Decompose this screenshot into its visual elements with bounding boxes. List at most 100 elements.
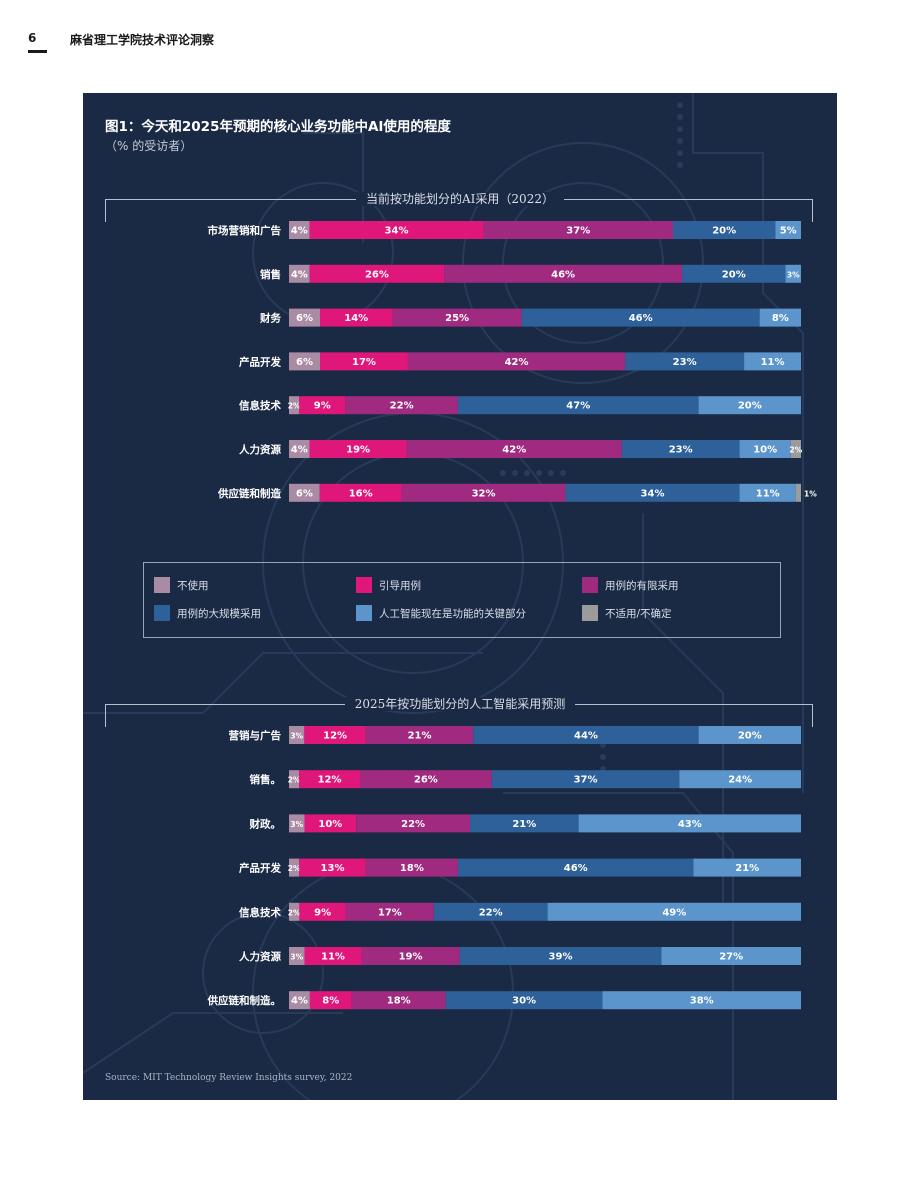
- chart2-bar-segment-pilot: [304, 814, 357, 833]
- chart2-bar-segment-large-scale: [491, 770, 680, 789]
- legend-swatch-na: [582, 605, 598, 621]
- chart1-data-label: 19%: [346, 445, 370, 456]
- chart2-title-text: 2025年按功能划分的人工智能采用预测: [344, 697, 576, 711]
- chart1-category-label: 信息技术: [239, 399, 281, 412]
- chart1-bar-segment-not-use: [289, 396, 300, 415]
- chart1-data-label: 6%: [296, 313, 313, 324]
- legend-label-not-use: 不使用: [177, 579, 209, 592]
- chart2-category-label: 销售。: [250, 773, 282, 786]
- chart1-data-label: 6%: [296, 488, 313, 499]
- chart2-data-label: 2%: [288, 864, 301, 873]
- chart1-bar-segment-critical: [759, 308, 801, 327]
- chart1-bar-segment-pilot: [299, 396, 346, 415]
- chart2-title: 2025年按功能划分的人工智能采用预测: [83, 695, 837, 712]
- chart2-bar-segment-pilot: [299, 858, 366, 877]
- legend-item-limited: 用例的有限采用: [582, 577, 679, 593]
- chart2-bar-segment-critical: [698, 726, 801, 744]
- chart1-bar-segment-critical: [739, 440, 791, 458]
- chart1-bar-segment-limited: [407, 352, 626, 371]
- chart1-bar-segment-not-use: [289, 352, 321, 371]
- chart2-data-label: 27%: [719, 952, 743, 963]
- chart2-bar-segment-critical: [602, 991, 801, 1010]
- chart2-bar-segment-large-scale: [459, 947, 662, 965]
- chart1-bar-segment-large-scale: [521, 308, 760, 327]
- chart1-data-label: 8%: [772, 313, 789, 324]
- chart2-data-label: 9%: [314, 907, 331, 918]
- chart1-data-label: 2%: [288, 402, 301, 411]
- chart2-bar-segment-pilot: [304, 947, 362, 965]
- legend-swatch-pilot: [356, 577, 372, 593]
- chart2-data-label: 3%: [290, 953, 303, 962]
- legend-item-critical: 人工智能现在是功能的关键部分: [356, 605, 526, 621]
- chart1-bar-segment-large-scale: [457, 396, 699, 415]
- legend-label-pilot: 引导用例: [379, 579, 421, 592]
- chart2-category-label: 人力资源: [239, 950, 281, 963]
- chart2-data-label: 43%: [678, 819, 702, 830]
- chart2-data-label: 21%: [735, 863, 759, 874]
- chart1-bar-segment-limited: [345, 396, 458, 415]
- chart1-category-label: 产品开发: [239, 355, 281, 368]
- chart2-bar-segment-large-scale: [445, 991, 603, 1010]
- chart1-data-label: 5%: [780, 226, 797, 237]
- chart1-data-label: 4%: [291, 445, 308, 456]
- legend-item-pilot: 引导用例: [356, 577, 421, 593]
- chart1-data-label: 34%: [385, 226, 409, 237]
- chart2-bar-segment-not-use: [289, 902, 300, 921]
- chart1-bar-segment-limited: [444, 264, 683, 283]
- chart1-bar-segment-not-use: [289, 221, 310, 239]
- chart2-bar-segment-large-scale: [433, 902, 548, 921]
- source-note: Source: MIT Technology Review Insights s…: [105, 1073, 353, 1083]
- chart1-data-label: 4%: [291, 269, 308, 280]
- chart2-bar-segment-pilot: [299, 770, 360, 789]
- page-number: 6: [28, 31, 37, 45]
- chart1-bar-segment-pilot: [309, 221, 484, 239]
- chart2-bar-segment-large-scale: [473, 726, 699, 744]
- chart1-bar-segment-critical: [739, 483, 796, 502]
- chart2-bar-segment-pilot: [304, 726, 366, 744]
- chart2-data-label: 39%: [549, 952, 573, 963]
- chart1-data-label: 10%: [753, 445, 777, 456]
- chart1-bar-segment-large-scale: [673, 221, 776, 239]
- chart2-category-label: 信息技术: [239, 906, 281, 919]
- circuit-background-decoration: [83, 93, 804, 1100]
- legend-item-large-scale: 用例的大规模采用: [154, 605, 261, 621]
- chart1-data-label: 34%: [641, 488, 665, 499]
- chart2-category-label: 产品开发: [239, 862, 281, 875]
- chart2-bar-segment-limited: [359, 770, 492, 789]
- chart1-category-label: 财务: [259, 312, 281, 325]
- chart2-data-label: 44%: [574, 731, 598, 742]
- chart1-bar-segment-pilot: [319, 483, 402, 502]
- chart1-data-label: 9%: [314, 401, 331, 412]
- figure-title: 图1：今天和2025年预期的核心业务功能中AI使用的程度: [105, 119, 451, 135]
- chart2-data-label: 12%: [323, 731, 347, 742]
- legend-label-na: 不适用/不确定: [605, 607, 672, 620]
- chart2-data-label: 22%: [401, 819, 425, 830]
- chart2-bar-segment-not-use: [289, 991, 310, 1010]
- chart2-data-label: 21%: [512, 819, 536, 830]
- chart2-bar-segment-critical: [693, 858, 801, 877]
- chart1-bar-segment-limited: [406, 440, 622, 458]
- chart2-data-label: 8%: [322, 996, 339, 1007]
- chart2-data-label: 20%: [738, 731, 762, 742]
- chart2-data-label: 49%: [662, 907, 686, 918]
- chart1-bar-segment-large-scale: [625, 352, 745, 371]
- chart1-bar-segment-large-scale: [565, 483, 740, 502]
- chart2-data-label: 21%: [408, 731, 432, 742]
- chart2-data-label: 19%: [399, 952, 423, 963]
- chart1-title: 当前按功能划分的AI采用（2022）: [83, 190, 837, 207]
- legend-item-not-use: 不使用: [154, 577, 209, 593]
- chart1-bar-segment-not-use: [289, 440, 310, 458]
- chart1-data-label: 32%: [472, 488, 496, 499]
- chart1-bar-segment-pilot: [320, 352, 408, 371]
- chart1-data-label: 46%: [629, 313, 653, 324]
- chart1-bar-segment-not-use: [289, 264, 310, 283]
- chart2-bar-segment-critical: [547, 902, 801, 921]
- chart2-data-label: 37%: [574, 775, 598, 786]
- chart1-bar-segment-pilot: [309, 264, 445, 283]
- chart1-data-label: 23%: [673, 357, 697, 368]
- chart2-2025-forecast: 营销与广告 3% 12% 21% 44% 20% 销售。 2% 12% 26% 37% 24% 财政。 3…: [207, 726, 801, 1010]
- chart1-data-label: 16%: [349, 488, 373, 499]
- chart2-category-label: 供应链和制造。: [207, 994, 282, 1007]
- chart1-bar-segment-na: [795, 483, 801, 502]
- chart1-data-label: 11%: [761, 357, 785, 368]
